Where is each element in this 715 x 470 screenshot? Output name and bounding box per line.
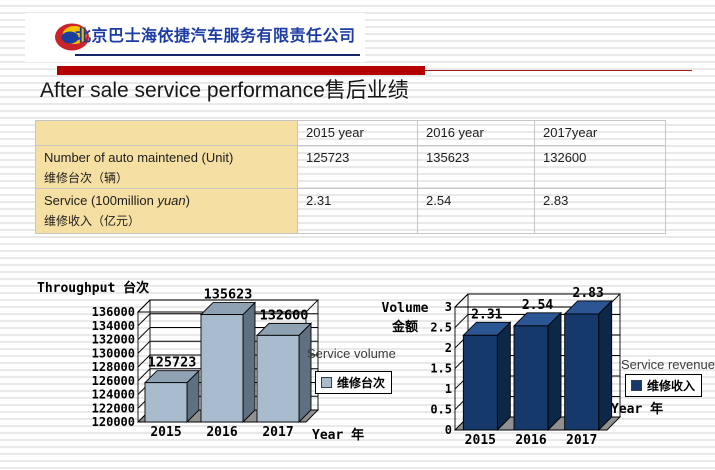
row-label-en: Service (100million yuan) xyxy=(44,193,190,208)
y-tick-mark xyxy=(137,340,151,354)
bar xyxy=(564,313,600,431)
y-tick-label: 130000 xyxy=(92,346,135,360)
page-title: After sale service performance售后业绩 xyxy=(40,74,409,104)
legend-label: 维修台次 xyxy=(337,376,386,390)
throughput-chart: 1200001220001240001260001280001300001320… xyxy=(92,287,320,440)
bar xyxy=(256,334,300,423)
revenue-x-axis-label: Year 年 xyxy=(611,402,664,417)
y-tick-label: 126000 xyxy=(92,374,135,388)
maintained-2016: 135623 xyxy=(417,145,535,189)
row-label-zh: 维修台次（辆） xyxy=(44,171,129,185)
throughput-legend: 维修台次 xyxy=(315,371,393,394)
y-tick-label: 0.5 xyxy=(430,403,452,417)
y-tick-mark xyxy=(137,327,151,340)
page-title-en: After sale service performance xyxy=(40,79,325,102)
row-label-zh: 维修收入（亿元） xyxy=(44,214,141,228)
y-tick-label: 132000 xyxy=(92,333,135,347)
company-header: 北京巴士海依捷汽车服务有限责任公司 xyxy=(25,13,365,62)
corner-cell xyxy=(35,120,298,146)
data-label: 132600 xyxy=(260,307,309,323)
bar-side xyxy=(547,311,562,432)
page-title-zh: 售后业绩 xyxy=(324,78,409,102)
chart-roof xyxy=(453,293,622,308)
bar xyxy=(513,325,549,431)
data-label: 2.54 xyxy=(522,298,553,313)
y-tick-label: 0 xyxy=(445,423,452,437)
data-label: 2.83 xyxy=(573,286,604,301)
y-tick-label: 3 xyxy=(445,300,452,314)
y-tick-label: 134000 xyxy=(92,319,135,333)
legend-swatch xyxy=(321,377,332,388)
table-header-row: 2015 year 2016 year 2017year xyxy=(35,120,666,146)
company-logo-icon xyxy=(55,23,89,51)
throughput-x-axis-label: Year 年 xyxy=(312,428,365,443)
service-2015: 2.31 xyxy=(297,188,418,234)
legend-label: 维修收入 xyxy=(647,379,696,393)
bar xyxy=(200,314,244,423)
data-label: 125723 xyxy=(148,355,197,371)
y-tick-label: 122000 xyxy=(92,401,135,415)
x-tick-label: 2015 xyxy=(465,433,496,448)
bar xyxy=(144,382,188,423)
maintained-2017: 132600 xyxy=(534,145,666,189)
throughput-annotation: Service volume xyxy=(307,346,396,361)
bar-side xyxy=(598,299,613,432)
y-tick-label: 120000 xyxy=(92,415,135,429)
y-tick-label: 2.5 xyxy=(430,321,452,335)
performance-table: 2015 year 2016 year 2017year Number of a… xyxy=(35,120,666,234)
row-label-service: Service (100million yuan) 维修收入（亿元） xyxy=(35,188,298,234)
x-tick-label: 2017 xyxy=(566,433,597,448)
x-tick-label: 2016 xyxy=(515,433,546,448)
revenue-annotation: Service revenue xyxy=(621,357,715,372)
revenue-legend: 维修收入 xyxy=(625,374,703,397)
header-underline xyxy=(75,54,360,56)
row-label-maintained: Number of auto maintened (Unit) 维修台次（辆） xyxy=(35,145,298,189)
maintained-2015: 125723 xyxy=(297,145,418,189)
x-tick-label: 2015 xyxy=(150,425,181,440)
revenue-y-axis-label: Volume 金额 xyxy=(381,301,429,335)
legend-swatch xyxy=(631,380,642,391)
bar-side xyxy=(496,321,511,432)
y-tick-label: 2 xyxy=(445,341,452,355)
x-tick-label: 2016 xyxy=(206,425,237,440)
y-tick-label: 1.5 xyxy=(430,362,452,376)
y-tick-mark xyxy=(137,313,151,327)
bar-side xyxy=(298,322,312,424)
data-label: 135623 xyxy=(204,287,253,303)
red-accent-bar xyxy=(57,66,425,75)
table-row: Number of auto maintened (Unit) 维修台次（辆） 1… xyxy=(35,145,666,189)
y-tick-mark xyxy=(137,368,151,382)
data-label: 2.31 xyxy=(471,307,502,322)
y-tick-label: 1 xyxy=(445,382,452,396)
company-name: 北京巴士海依捷汽车服务有限责任公司 xyxy=(75,28,356,45)
year-header-2015: 2015 year xyxy=(297,120,418,146)
year-header-2016: 2016 year xyxy=(417,120,535,146)
table-row: Service (100million yuan) 维修收入（亿元） 2.31 2… xyxy=(35,188,666,234)
y-tick-mark xyxy=(454,314,469,328)
service-2016: 2.54 xyxy=(417,188,535,234)
revenue-chart: 0 0.5 1 1.5 2 2.5 3 2.31 2015 2.54 2016 2.83 2017 xyxy=(430,286,622,448)
throughput-chart-title: Throughput 台次 xyxy=(37,281,150,296)
bar-side xyxy=(242,301,256,424)
service-2017: 2.83 xyxy=(534,188,666,234)
y-tick-mark xyxy=(137,354,151,368)
bar xyxy=(462,334,498,431)
y-tick-label: 136000 xyxy=(92,305,135,319)
row-label-en: Number of auto maintened (Unit) xyxy=(44,150,234,165)
y-tick-label: 128000 xyxy=(92,360,135,374)
x-tick-label: 2017 xyxy=(262,425,293,440)
year-header-2017: 2017year xyxy=(534,120,666,146)
y-tick-label: 124000 xyxy=(92,388,135,402)
